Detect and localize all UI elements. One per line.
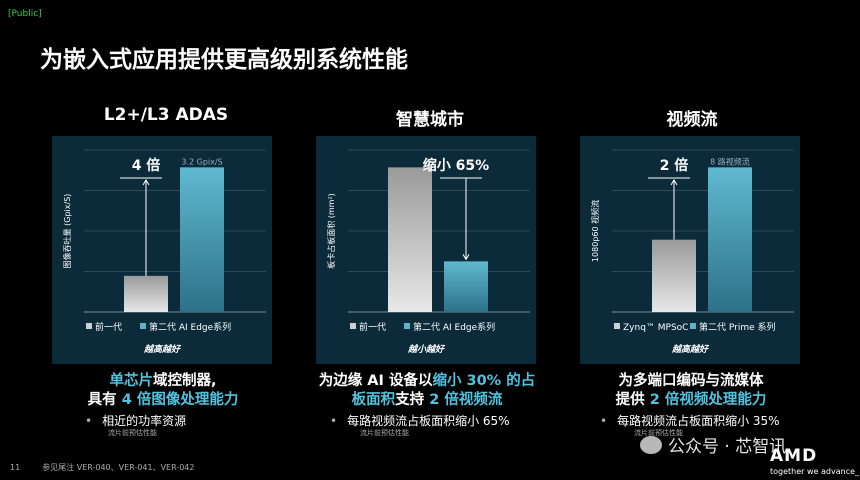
bar-new <box>708 167 752 312</box>
bar-previous <box>124 275 168 312</box>
page-title: 为嵌入式应用提供更高级别系统性能 <box>40 47 408 73</box>
description-smart-city: 为边缘 AI 设备以缩小 30% 的占 板面积支持 2 倍视频流 <box>318 373 536 408</box>
legend-label: 前一代 <box>359 321 386 333</box>
bullet-video: • 每路视频流占板面积缩小 35% <box>600 414 780 428</box>
bullet-text: 每路视频流占板面积缩小 65% <box>347 414 510 428</box>
column-title-smart-city: 智慧城市 <box>396 110 464 130</box>
legend-swatch <box>140 323 146 329</box>
arrow-head <box>670 179 678 186</box>
bar-new <box>180 167 224 312</box>
callout-text: 缩小 65% <box>423 157 489 174</box>
legend-label: 第二代 AI Edge系列 <box>413 321 495 333</box>
legend-label: Zynq™ MPSoC <box>623 323 688 333</box>
arrow-head <box>462 254 470 261</box>
amd-slogan: together we advance_ <box>770 467 860 476</box>
note-video: 流片前预估性能 <box>634 429 683 437</box>
amd-brand: AMD together we advance_ <box>770 446 859 476</box>
public-tag: [Public] <box>8 9 42 19</box>
chart-svg-video: 1080p60 视频流 8 路视频流 2 倍 Zynq™ MPSoC 第二代 Prime… <box>590 149 794 355</box>
legend-swatch <box>86 323 92 329</box>
legend-swatch <box>690 323 696 329</box>
legend-swatch <box>404 323 410 329</box>
y-axis-label: 图像吞吐量 (Gpix/S) <box>62 194 72 269</box>
data-label: 8 路视频流 <box>710 156 750 166</box>
wechat-watermark: 公众号 · 芯智讯 <box>640 432 786 457</box>
callout-text: 2 倍 <box>660 157 689 174</box>
description-adas: 单芯片域控制器, 具有 4 倍图像处理能力 <box>87 373 239 408</box>
bar-previous <box>652 239 696 312</box>
endnote-ref: 参见尾注 VER-040、VER-041、VER-042 <box>42 463 195 472</box>
callout-text: 4 倍 <box>132 157 161 174</box>
amd-logo: AMD <box>770 446 818 466</box>
data-label: 3.2 Gpix/S <box>181 157 222 166</box>
column-title-adas: L2+/L3 ADAS <box>103 105 229 125</box>
bar-previous <box>388 167 432 312</box>
legend-label: 前一代 <box>95 321 122 333</box>
legend-label: 第二代 Prime 系列 <box>699 321 776 333</box>
bullet-text: 每路视频流占板面积缩小 35% <box>617 414 780 428</box>
chart-panel-adas: 图像吞吐量 (Gpix/S) 3.2 Gpix/S 4 倍前一代 第二代 AI Edg… <box>52 136 272 364</box>
note-smart-city: 流片前预估性能 <box>360 429 409 437</box>
column-title-video: 视频流 <box>666 110 718 130</box>
note-adas: 流片前预估性能 <box>108 429 157 437</box>
chart-panel-smart-city: 板卡占板面积 (mm²) 缩小 65% 前一代 第二代 AI Edge系列越小越好 <box>316 136 536 364</box>
chart-footer-label: 越小越好 <box>407 344 446 355</box>
y-axis-label: 板卡占板面积 (mm²) <box>326 193 336 269</box>
arrow-head <box>142 179 150 186</box>
chart-footer-label: 越高越好 <box>671 344 710 355</box>
legend-swatch <box>350 323 356 329</box>
page-number: 11 <box>10 463 21 472</box>
bullet-text: 相近的功率资源 <box>102 414 187 428</box>
bar-new <box>444 261 488 312</box>
watermark-text: 公众号 · 芯智讯 <box>668 437 787 457</box>
chart-footer-label: 越高越好 <box>143 344 182 355</box>
description-video: 为多端口编码与流媒体 提供 2 倍视频处理能力 <box>615 373 767 408</box>
legend-label: 第二代 AI Edge系列 <box>149 321 231 333</box>
y-axis-label: 1080p60 视频流 <box>590 200 600 262</box>
bullet-adas: • 相近的功率资源 <box>85 414 187 428</box>
wechat-icon <box>640 435 662 454</box>
footer: 11 参见尾注 VER-040、VER-041、VER-042 <box>10 462 194 473</box>
chart-panel-video: 1080p60 视频流 8 路视频流 2 倍 Zynq™ MPSoC 第二代 Prime… <box>580 136 800 364</box>
legend-swatch <box>614 323 620 329</box>
bullet-smart-city: • 每路视频流占板面积缩小 65% <box>330 414 510 428</box>
